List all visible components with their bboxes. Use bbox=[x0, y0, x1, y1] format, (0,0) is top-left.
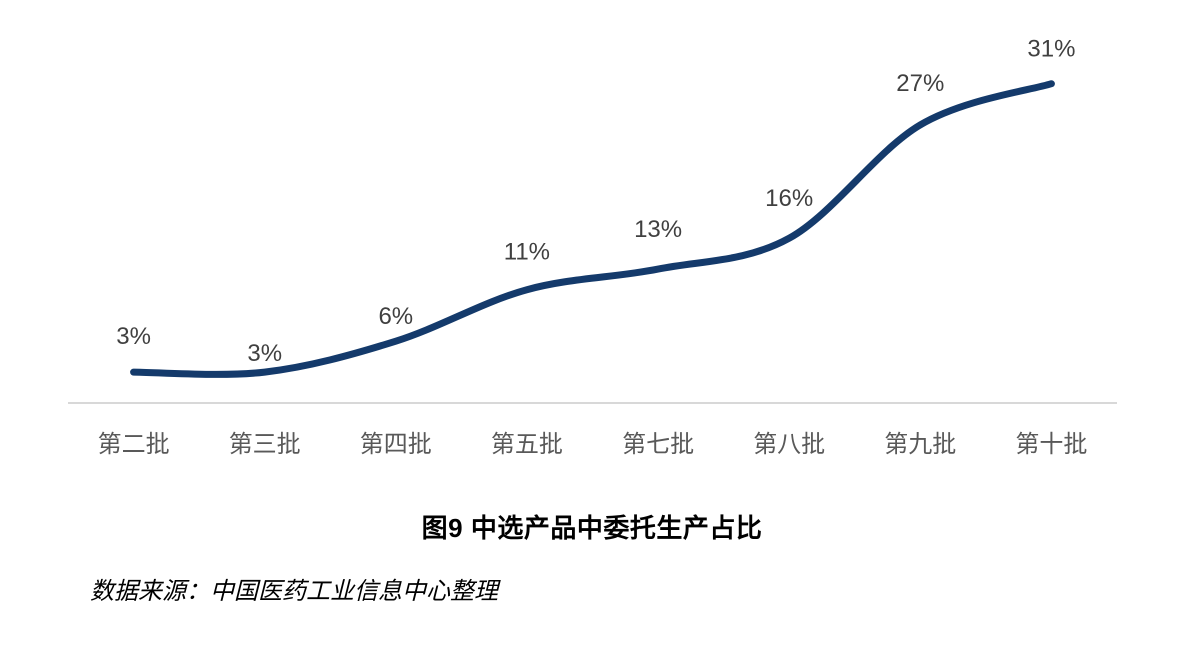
data-label: 6% bbox=[378, 303, 413, 330]
data-label: 3% bbox=[247, 340, 282, 367]
x-axis-label: 第三批 bbox=[229, 431, 301, 458]
chart-title: 图9 中选产品中委托生产占比 bbox=[421, 513, 763, 543]
series-line bbox=[130, 80, 1055, 378]
x-axis-label: 第五批 bbox=[491, 431, 563, 458]
chart-source: 数据来源：中国医药工业信息中心整理 bbox=[90, 578, 498, 605]
x-axis-label: 第四批 bbox=[360, 431, 432, 458]
data-label: 27% bbox=[896, 70, 944, 97]
x-axis-label: 第十批 bbox=[1015, 431, 1087, 458]
x-axis-label: 第九批 bbox=[884, 431, 956, 458]
x-axis-label: 第七批 bbox=[622, 431, 694, 458]
data-label: 16% bbox=[765, 185, 813, 212]
data-label: 31% bbox=[1027, 36, 1075, 63]
line-chart: 3% 3% 6% 11% 13% 16% 27% 31% 第二批 第三批 第四批 第五批 第七批 第八批 第… bbox=[68, 36, 1117, 458]
x-axis-label: 第二批 bbox=[98, 431, 170, 458]
data-label: 11% bbox=[504, 239, 550, 266]
data-label: 13% bbox=[634, 216, 682, 243]
x-axis-label: 第八批 bbox=[753, 431, 825, 458]
data-label: 3% bbox=[116, 323, 151, 350]
